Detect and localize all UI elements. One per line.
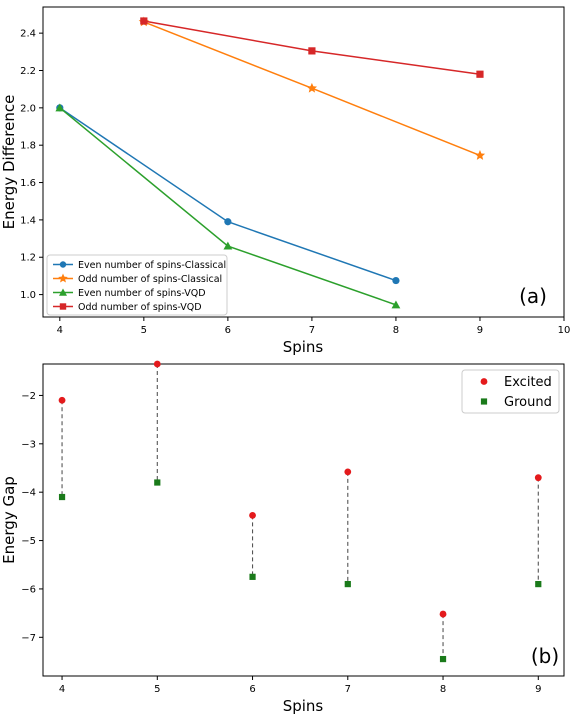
x-tick-label: 9 <box>535 684 541 695</box>
axis-ticks-b: 4 5 6 7 8 9 −2 −3 −4 −5 −6 −7 <box>21 391 541 695</box>
y-tick-label: −3 <box>21 439 36 450</box>
y-tick-label: −2 <box>21 391 36 402</box>
legend-marker-odd-vqd <box>59 303 67 310</box>
y-tick-label: −6 <box>21 584 36 595</box>
data-point-excited <box>153 360 161 368</box>
data-point-ground <box>58 493 66 501</box>
legend-marker-odd-classical <box>58 273 68 283</box>
legend-marks-a <box>53 261 73 310</box>
y-axis-label-b: Energy Gap <box>0 476 18 564</box>
y-axis-label-a: Energy Difference <box>0 95 18 230</box>
legend-marker-ground <box>480 398 488 405</box>
data-point-even-vqd <box>391 300 401 309</box>
data-point-ground <box>154 479 161 486</box>
chart-panel-a: 4 5 6 7 8 9 10 1.0 1.2 1.4 1.6 1.8 2.0 2.2 2.4 Spins E… <box>0 6 570 356</box>
data-point-ground <box>344 580 351 588</box>
data-point-odd-vqd <box>476 70 484 78</box>
x-tick-label: 5 <box>154 684 160 695</box>
x-tick-label: 8 <box>440 684 446 695</box>
x-tick-label: 6 <box>249 684 255 695</box>
x-tick-label: 6 <box>225 325 231 336</box>
x-tick-label: 7 <box>309 325 315 336</box>
data-point-odd-classical <box>474 150 486 160</box>
data-point-excited <box>58 396 66 404</box>
gap-connectors-b <box>61 364 539 660</box>
y-tick-label: −4 <box>21 488 36 499</box>
y-tick-label: 2.0 <box>20 103 36 114</box>
y-tick-label: 1.4 <box>20 215 36 226</box>
x-tick-label: 8 <box>393 325 399 336</box>
legend-marker-even-classical <box>59 261 67 268</box>
panel-label-a: (a) <box>519 284 547 308</box>
legend-label-odd-vqd: Odd number of spins-VQD <box>78 302 202 313</box>
x-axis-label-b: Spins <box>283 697 324 715</box>
legend-label-even-classical: Even number of spins-Classical <box>78 260 226 271</box>
y-tick-label: 2.2 <box>20 66 36 77</box>
data-point-ground <box>249 573 256 580</box>
x-tick-label: 4 <box>59 684 65 695</box>
data-point-excited <box>534 474 542 482</box>
legend-label-excited: Excited <box>504 375 552 390</box>
legend-a: Even number of spins-Classical Odd numbe… <box>46 254 228 316</box>
data-point-ground <box>439 655 447 663</box>
data-point-odd-vqd <box>308 47 316 55</box>
data-point-excited <box>439 610 447 618</box>
x-tick-label: 4 <box>57 325 63 336</box>
y-tick-label: 1.6 <box>20 178 36 189</box>
data-point-excited <box>344 468 352 476</box>
x-axis-label-a: Spins <box>283 338 324 356</box>
x-tick-label: 7 <box>345 684 351 695</box>
y-tick-label: 1.8 <box>20 141 36 152</box>
y-tick-label: −5 <box>21 536 36 547</box>
data-point-even-classical <box>224 218 232 226</box>
y-tick-label: 1.0 <box>20 290 36 301</box>
plot-area-b <box>42 363 565 677</box>
data-point-odd-vqd <box>140 17 148 25</box>
y-tick-label: 2.4 <box>20 29 36 40</box>
legend-marker-even-vqd <box>59 288 67 296</box>
legend-marker-excited <box>480 378 488 385</box>
axis-ticks-a: 4 5 6 7 8 9 10 1.0 1.2 1.4 1.6 1.8 2.0 2.2 2.4 <box>20 29 570 336</box>
legend-label-ground: Ground <box>504 395 552 410</box>
series-group-a <box>55 16 486 309</box>
series-group-b <box>58 360 542 663</box>
data-point-odd-classical <box>306 82 318 93</box>
data-point-ground <box>535 580 542 588</box>
legend-marks-b <box>480 378 488 405</box>
x-tick-label: 5 <box>141 325 147 336</box>
y-tick-label: −7 <box>21 633 36 644</box>
legend-box-a <box>46 254 228 316</box>
chart-panel-b: 4 5 6 7 8 9−2−3−4−5−6−7 Spins Energy Gap (b) … <box>0 360 565 715</box>
data-point-even-classical <box>392 276 400 285</box>
panel-label-b: (b) <box>531 644 559 668</box>
data-point-even-vqd <box>55 103 65 112</box>
x-tick-label: 10 <box>558 325 571 336</box>
legend-b: Excited Ground <box>461 369 560 414</box>
data-point-even-vqd <box>223 241 233 250</box>
x-tick-label: 9 <box>477 325 483 336</box>
legend-label-even-vqd: Even number of spins-VQD <box>78 288 206 299</box>
y-tick-label: 1.2 <box>20 253 36 264</box>
legend-label-odd-classical: Odd number of spins-Classical <box>78 274 222 285</box>
data-point-excited <box>249 512 256 519</box>
